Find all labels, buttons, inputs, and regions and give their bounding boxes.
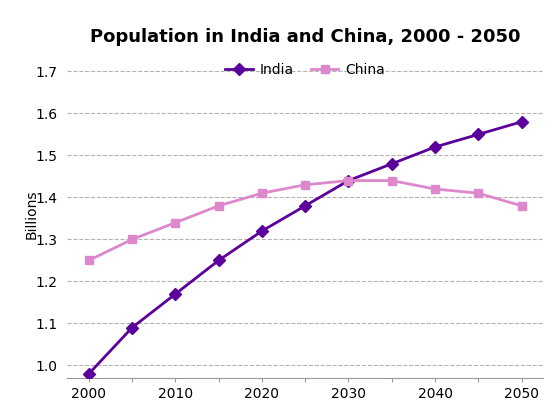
India [432,144,438,150]
Line: China: China [85,176,526,265]
China [172,220,179,225]
China [345,178,352,183]
India [86,371,92,376]
India [518,119,525,124]
China [259,191,265,196]
China [302,182,309,187]
China [518,203,525,208]
China [432,186,438,192]
China [475,191,482,196]
Line: India: India [85,118,526,378]
India [475,132,482,137]
India [389,161,395,166]
India [259,228,265,234]
China [129,237,136,242]
India [129,325,136,330]
India [172,291,179,297]
China [389,178,395,183]
Title: Population in India and China, 2000 - 2050: Population in India and China, 2000 - 20… [90,28,520,46]
Legend: India, China: India, China [220,58,391,82]
India [215,258,222,263]
China [86,258,92,263]
China [215,203,222,208]
India [345,178,352,183]
Y-axis label: Billions: Billions [24,189,38,239]
India [302,203,309,208]
